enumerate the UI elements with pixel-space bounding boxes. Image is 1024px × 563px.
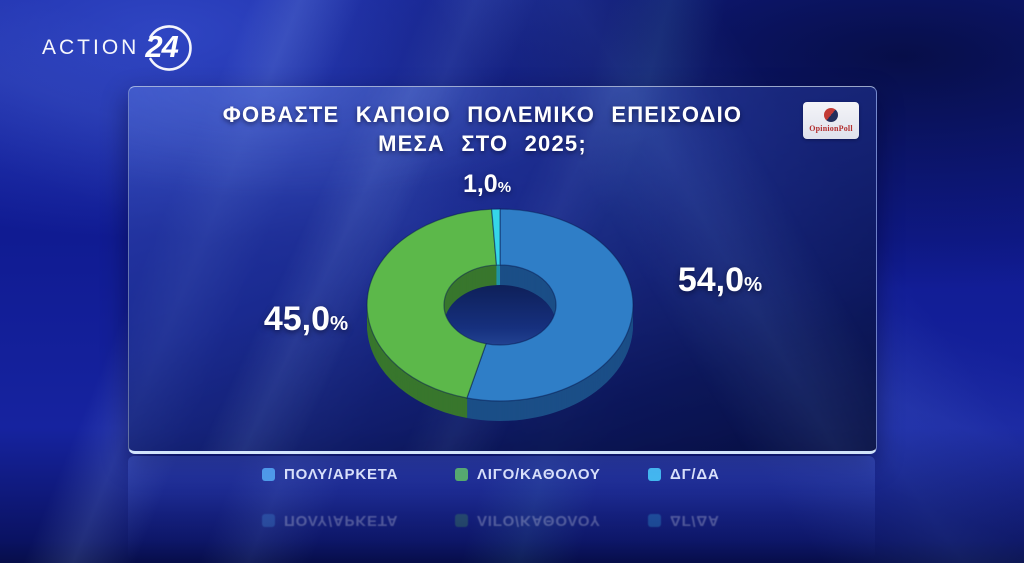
channel-number-text: 24 bbox=[145, 29, 178, 64]
open-circle-icon bbox=[149, 25, 193, 71]
percent-sign: % bbox=[497, 179, 512, 196]
donut-chart bbox=[366, 208, 634, 421]
legend-item-ligo-katholou: ΛΙΓΟ/ΚΑΘΟΛΟΥ bbox=[455, 466, 601, 483]
legend-item-reflection: ΛΙΓΟ/ΚΑΘΟΛΟΥ bbox=[455, 512, 601, 529]
opinionpoll-logo-text: OpinionPoll bbox=[809, 124, 853, 133]
legend-label-reflection: ΠΟΛΥ/ΑΡΚΕΤΑ bbox=[284, 512, 399, 529]
legend-swatch-green-reflection bbox=[455, 514, 468, 527]
value-ligo-katholou: 45,0 bbox=[263, 300, 331, 338]
legend-swatch-cyan bbox=[648, 468, 661, 481]
legend-item-poly-arketa: ΠΟΛΥ/ΑΡΚΕΤΑ bbox=[262, 466, 398, 483]
legend-item-reflection: ΠΟΛΥ/ΑΡΚΕΤΑ bbox=[262, 512, 398, 529]
legend-label: ΛΙΓΟ/ΚΑΘΟΛΟΥ bbox=[477, 466, 601, 483]
value-label-dk-da: 1,0% bbox=[407, 170, 567, 199]
channel-name-text: ACTION bbox=[42, 36, 140, 59]
legend-swatch-blue-reflection bbox=[262, 514, 275, 527]
opinionpoll-logo: OpinionPoll bbox=[803, 102, 859, 139]
legend-label-reflection: ΔΓ/ΔΑ bbox=[670, 512, 720, 529]
legend-label: ΠΟΛΥ/ΑΡΚΕΤΑ bbox=[284, 466, 399, 483]
poll-question-line2: ΜΕΣΑ ΣΤΟ 2025; bbox=[378, 131, 587, 157]
percent-sign: % bbox=[744, 274, 763, 296]
value-dk-da: 1,0 bbox=[462, 170, 498, 198]
poll-question-line1: ΦΟΒΑΣΤΕ ΚΑΠΟΙΟ ΠΟΛΕΜΙΚΟ ΕΠΕΙΣΟΔΙΟ bbox=[222, 102, 743, 127]
legend-item-reflection: ΔΓ/ΔΑ bbox=[648, 512, 720, 529]
opinionpoll-circle-icon bbox=[824, 108, 838, 122]
percent-sign: % bbox=[330, 313, 349, 335]
legend-swatch-green bbox=[455, 468, 468, 481]
legend-swatch-blue bbox=[262, 468, 275, 481]
legend-label: ΔΓ/ΔΑ bbox=[670, 466, 720, 483]
value-label-ligo-katholou: 45,0% bbox=[226, 300, 386, 339]
value-poly-arketa: 54,0 bbox=[677, 261, 745, 299]
legend-label-reflection: ΛΙΓΟ/ΚΑΘΟΛΟΥ bbox=[477, 512, 601, 529]
action24-logo: ACTION 24 bbox=[42, 20, 197, 76]
legend-swatch-cyan-reflection bbox=[648, 514, 661, 527]
value-label-poly-arketa: 54,0% bbox=[640, 261, 800, 300]
poll-question-title: ΦΟΒΑΣΤΕ ΚΑΠΟΙΟ ΠΟΛΕΜΙΚΟ ΕΠΕΙΣΟΔΙΟ ΜΕΣΑ Σ… bbox=[129, 100, 836, 158]
legend-item-dg-da: ΔΓ/ΔΑ bbox=[648, 466, 720, 483]
channel-number-badge: 24 bbox=[141, 20, 197, 76]
